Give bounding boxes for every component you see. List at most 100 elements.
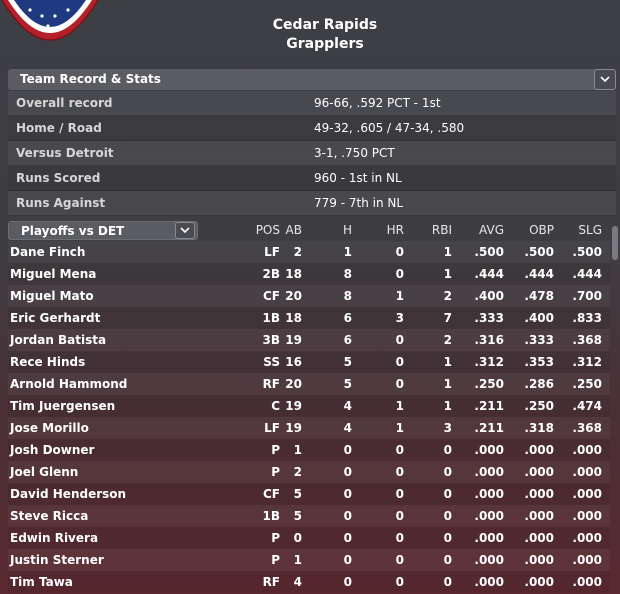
stat-row-overall-record: Overall record 96-66, .592 PCT - 1st xyxy=(8,91,616,116)
cell-slg: .000 xyxy=(572,553,602,567)
cell-hr: 0 xyxy=(395,487,404,501)
cell-h: 1 xyxy=(343,245,352,259)
cell-ab: 16 xyxy=(285,355,302,369)
split-filter-value: Playoffs vs DET xyxy=(21,224,125,238)
cell-ab: 19 xyxy=(285,333,302,347)
split-filter-toggle[interactable] xyxy=(175,222,195,239)
table-header: Playoffs vs DET POS AB H HR RBI AVG OBP … xyxy=(8,221,610,241)
cell-hr: 0 xyxy=(395,377,404,391)
cell-pos: P xyxy=(271,443,280,457)
cell-rbi: 1 xyxy=(443,399,452,413)
stat-value: 960 - 1st in NL xyxy=(314,171,402,185)
team-city: Cedar Rapids xyxy=(272,17,378,33)
cell-avg: .000 xyxy=(474,531,504,545)
cell-obp: .250 xyxy=(524,399,554,413)
cell-pos: LF xyxy=(264,421,280,435)
table-row[interactable]: Josh Downer P 1 0 0 0 .000 .000 .000 xyxy=(8,439,610,461)
table-row[interactable]: Miguel Mena 2B 18 8 0 1 .444 .444 .444 xyxy=(8,263,610,285)
cell-ab: 5 xyxy=(293,509,302,523)
table-row[interactable]: Justin Sterner P 1 0 0 0 .000 .000 .000 xyxy=(8,549,610,571)
cell-pos: P xyxy=(271,553,280,567)
chevron-down-icon xyxy=(180,227,190,234)
cell-h: 0 xyxy=(343,509,352,523)
column-header-h[interactable]: H xyxy=(342,223,352,237)
column-header-avg[interactable]: AVG xyxy=(479,223,504,237)
table-row[interactable]: Dane Finch LF 2 1 0 1 .500 .500 .500 xyxy=(8,241,610,263)
split-filter-dropdown[interactable]: Playoffs vs DET xyxy=(8,221,198,240)
cell-obp: .500 xyxy=(524,245,554,259)
player-name-link[interactable]: Arnold Hammond xyxy=(10,377,128,391)
cell-ab: 2 xyxy=(293,465,302,479)
cell-rbi: 0 xyxy=(443,443,452,457)
team-record-section-header[interactable]: Team Record & Stats xyxy=(8,69,616,90)
cell-ab: 2 xyxy=(293,245,302,259)
cell-h: 5 xyxy=(343,377,352,391)
section-toggle-button[interactable] xyxy=(594,69,616,90)
player-name-link[interactable]: Tim Juergensen xyxy=(10,399,116,413)
table-scrollbar[interactable] xyxy=(612,226,618,260)
cell-hr: 0 xyxy=(395,267,404,281)
player-name-link[interactable]: Rece Hinds xyxy=(10,355,86,369)
cell-avg: .211 xyxy=(474,421,504,435)
table-row[interactable]: Joel Glenn P 2 0 0 0 .000 .000 .000 xyxy=(8,461,610,483)
cell-obp: .000 xyxy=(524,553,554,567)
cell-rbi: 0 xyxy=(443,487,452,501)
table-row[interactable]: Jose Morillo LF 19 4 1 3 .211 .318 .368 xyxy=(8,417,610,439)
column-header-ab[interactable]: AB xyxy=(285,223,302,237)
cell-hr: 0 xyxy=(395,531,404,545)
player-name-link[interactable]: Edwin Rivera xyxy=(10,531,99,545)
stat-label: Versus Detroit xyxy=(16,146,114,160)
table-row[interactable]: Tim Tawa RF 4 0 0 0 .000 .000 .000 xyxy=(8,571,610,593)
cell-avg: .000 xyxy=(474,575,504,589)
column-header-rbi[interactable]: RBI xyxy=(431,223,452,237)
table-row[interactable]: Edwin Rivera P 0 0 0 0.000.000.000 xyxy=(8,527,610,549)
cell-slg: .000 xyxy=(572,487,602,501)
table-row[interactable]: Rece Hinds SS 16 5 0 1 .312 .353 .312 xyxy=(8,351,610,373)
column-header-obp[interactable]: OBP xyxy=(529,223,554,237)
player-name-link[interactable]: Jose Morillo xyxy=(10,421,89,435)
cell-slg: .368 xyxy=(572,333,602,347)
cell-ab: 20 xyxy=(285,289,302,303)
cell-slg: .000 xyxy=(572,575,602,589)
column-header-slg[interactable]: SLG xyxy=(578,223,602,237)
cell-h: 8 xyxy=(343,289,352,303)
cell-avg: .312 xyxy=(474,355,504,369)
cell-h: 6 xyxy=(343,311,352,325)
cell-ab: 5 xyxy=(293,487,302,501)
player-name-link[interactable]: Steve Ricca xyxy=(10,509,89,523)
stat-label: Home / Road xyxy=(16,121,102,135)
column-header-pos[interactable]: POS xyxy=(255,223,280,237)
table-row[interactable]: David Henderson CF 5 0 0 0 .000 .000 .000 xyxy=(8,483,610,505)
table-row[interactable]: Tim Juergensen C 19 4 1 1 .211 .250 .474 xyxy=(8,395,610,417)
cell-rbi: 0 xyxy=(443,509,452,523)
player-name-link[interactable]: Josh Downer xyxy=(10,443,95,457)
cell-rbi: 0 xyxy=(443,553,452,567)
player-name-link[interactable]: Tim Tawa xyxy=(10,575,73,589)
cell-avg: .316 xyxy=(474,333,504,347)
cell-avg: .500 xyxy=(474,245,504,259)
table-row[interactable]: Jordan Batista 3B 19 6 0 2 .316 .333 .368 xyxy=(8,329,610,351)
cell-obp: .286 xyxy=(524,377,554,391)
player-name-link[interactable]: Miguel Mato xyxy=(10,289,94,303)
player-name-link[interactable]: Eric Gerhardt xyxy=(10,311,101,325)
player-name-link[interactable]: Dane Finch xyxy=(10,245,86,259)
patriotic-bunting-icon xyxy=(1,0,99,41)
cell-pos: CF xyxy=(262,487,280,501)
cell-hr: 0 xyxy=(395,355,404,369)
cell-ab: 0 xyxy=(293,531,302,545)
table-row[interactable]: Eric Gerhardt 1B 18 6 3 7 .333 .400 .833 xyxy=(8,307,610,329)
table-row[interactable]: Arnold Hammond RF 20 5 0 1 .250 .286 .250 xyxy=(8,373,610,395)
table-row[interactable]: Miguel Mato CF 20 8 1 2 .400 .478 .700 xyxy=(8,285,610,307)
player-name-link[interactable]: Justin Sterner xyxy=(10,553,104,567)
player-name-link[interactable]: Miguel Mena xyxy=(10,267,97,281)
player-name-link[interactable]: Joel Glenn xyxy=(10,465,79,479)
team-stats-list: Overall record 96-66, .592 PCT - 1st Hom… xyxy=(8,91,616,216)
cell-ab: 4 xyxy=(293,575,302,589)
stat-value: 3-1, .750 PCT xyxy=(314,146,395,160)
player-name-link[interactable]: Jordan Batista xyxy=(10,333,107,347)
player-name-link[interactable]: David Henderson xyxy=(10,487,127,501)
cell-slg: .833 xyxy=(572,311,602,325)
column-header-hr[interactable]: HR xyxy=(386,223,404,237)
table-row[interactable]: Steve Ricca 1B 5 0 0 0 .000 .000 .000 xyxy=(8,505,610,527)
team-title: Cedar Rapids Grapplers xyxy=(225,16,425,54)
